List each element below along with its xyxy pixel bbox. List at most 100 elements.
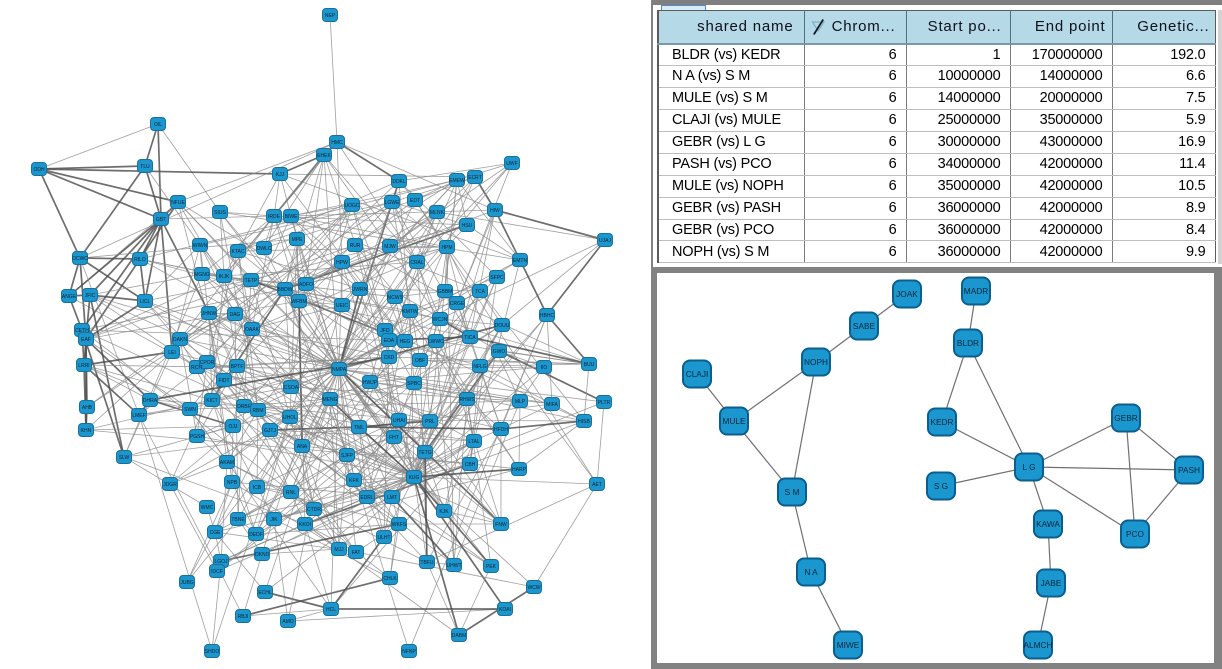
svg-text:MIFA: MIFA	[546, 402, 558, 408]
svg-text:UJAJ: UJAJ	[599, 238, 611, 244]
svg-text:ADFO: ADFO	[299, 282, 313, 288]
svg-text:EMEW: EMEW	[449, 178, 465, 184]
svg-text:TBNE: TBNE	[231, 517, 245, 523]
svg-text:TBFU: TBFU	[420, 560, 433, 566]
svg-text:EDA: EDA	[384, 338, 395, 344]
svg-text:HMC: HMC	[331, 140, 343, 146]
svg-text:EHEK: EHEK	[317, 153, 331, 159]
svg-text:LGOJ: LGOJ	[214, 559, 228, 565]
svg-text:LGWE: LGWE	[385, 200, 400, 206]
svg-text:KAWA: KAWA	[1036, 519, 1060, 529]
svg-text:KOAI: KOAI	[499, 607, 511, 613]
svg-text:MGNG: MGNG	[194, 272, 210, 278]
svg-text:SLW: SLW	[119, 455, 130, 461]
svg-text:EDRL: EDRL	[360, 495, 374, 501]
svg-text:GBBM: GBBM	[438, 289, 453, 295]
svg-text:UOGC: UOGC	[345, 203, 360, 209]
svg-text:KJJ: KJJ	[276, 172, 285, 178]
svg-text:LICL: LICL	[140, 299, 151, 305]
svg-text:CGE: CGE	[210, 530, 222, 536]
svg-text:JWRN: JWRN	[353, 287, 368, 293]
svg-text:KEDR: KEDR	[930, 417, 953, 427]
svg-text:MULE: MULE	[722, 416, 746, 426]
svg-text:PGSH: PGSH	[190, 434, 205, 440]
svg-text:NFUE: NFUE	[171, 200, 185, 206]
svg-text:KKOI: KKOI	[299, 522, 311, 528]
svg-text:CETH: CETH	[75, 328, 89, 334]
svg-text:L G: L G	[1022, 462, 1035, 472]
svg-text:DEDF: DEDF	[249, 532, 263, 538]
svg-text:RNL: RNL	[286, 490, 296, 496]
svg-text:S G: S G	[934, 481, 948, 491]
svg-text:JFIC: JFIC	[85, 293, 96, 299]
svg-text:PCO: PCO	[1126, 529, 1145, 539]
svg-text:NOPH: NOPH	[804, 357, 828, 367]
svg-text:HISB: HISB	[578, 419, 590, 425]
svg-text:GBT: GBT	[156, 217, 166, 223]
svg-text:HEG: HEG	[400, 339, 411, 345]
svg-text:HBHC: HBHC	[540, 313, 555, 319]
svg-text:KFK: KFK	[349, 478, 359, 484]
svg-text:PLTR: PLTR	[598, 400, 611, 406]
svg-text:SHDO: SHDO	[205, 649, 220, 655]
svg-text:NFLG: NFLG	[473, 364, 486, 370]
svg-text:IIO: IIO	[541, 365, 548, 371]
svg-text:MCWS: MCWS	[387, 295, 403, 301]
svg-text:ECHL: ECHL	[258, 590, 272, 596]
svg-text:SJFP: SJFP	[341, 453, 354, 459]
svg-text:AHB: AHB	[82, 405, 93, 411]
svg-text:UHAI: UHAI	[393, 418, 405, 424]
svg-text:NMPA: NMPA	[332, 367, 347, 373]
svg-text:WCJN: WCJN	[433, 317, 448, 323]
svg-text:HPM: HPM	[441, 245, 452, 251]
svg-text:RCIT: RCIT	[191, 365, 203, 371]
svg-text:ANGE: ANGE	[62, 294, 77, 300]
svg-text:UWF: UWF	[506, 161, 517, 167]
svg-text:MLP: MLP	[515, 399, 526, 405]
svg-text:DAKN: DAKN	[173, 337, 187, 343]
svg-text:CSOA: CSOA	[284, 385, 299, 391]
svg-text:HIW: HIW	[490, 208, 500, 214]
svg-text:LTAL: LTAL	[468, 439, 479, 445]
svg-text:BUU: BUU	[584, 362, 595, 368]
svg-text:FIDT: FIDT	[218, 378, 229, 384]
svg-text:UHOL: UHOL	[283, 415, 297, 421]
svg-text:IRDE: IRDE	[268, 214, 281, 220]
svg-text:WKFS: WKFS	[392, 522, 407, 528]
svg-text:JFD: JFD	[380, 328, 390, 334]
svg-text:LEI: LEI	[168, 350, 176, 356]
svg-text:FAT: FAT	[352, 550, 361, 556]
svg-text:CRGE: CRGE	[450, 301, 465, 307]
svg-text:NEP: NEP	[325, 13, 336, 19]
svg-text:DAG: DAG	[230, 312, 241, 318]
svg-text:SIUS: SIUS	[214, 210, 226, 216]
svg-text:ANA: ANA	[297, 444, 308, 450]
svg-text:CRAL: CRAL	[410, 260, 424, 266]
svg-text:DHRA: DHRA	[143, 398, 158, 404]
svg-text:ECRT: ECRT	[468, 175, 482, 181]
svg-text:PASH: PASH	[1178, 465, 1200, 475]
svg-text:CPOR: CPOR	[200, 360, 215, 366]
svg-text:MENG: MENG	[323, 397, 338, 403]
svg-text:HPW: HPW	[336, 260, 348, 266]
svg-text:LMEF: LMEF	[132, 413, 145, 419]
svg-text:MADR: MADR	[964, 286, 988, 296]
svg-text:BPTF: BPTF	[231, 364, 244, 370]
svg-text:RHWS: RHWS	[459, 397, 475, 403]
svg-text:CHLK: CHLK	[383, 576, 397, 582]
svg-text:GWO: GWO	[493, 349, 506, 355]
svg-text:OIL: OIL	[154, 122, 162, 128]
svg-text:RILO: RILO	[134, 257, 146, 263]
svg-text:KMTW: KMTW	[402, 309, 418, 315]
svg-text:EMTN: EMTN	[513, 258, 528, 264]
svg-text:OAAK: OAAK	[245, 327, 260, 333]
svg-text:KTAC: KTAC	[232, 249, 245, 255]
svg-text:LRRI: LRRI	[78, 363, 89, 369]
svg-text:CLAJI: CLAJI	[686, 369, 709, 379]
svg-text:JOAK: JOAK	[896, 289, 918, 299]
svg-text:GJTJ: GJTJ	[264, 428, 276, 434]
svg-text:JIK: JIK	[270, 517, 278, 523]
svg-text:HSU: HSU	[462, 223, 473, 229]
svg-text:JHNW: JHNW	[202, 311, 217, 317]
svg-text:OKND: OKND	[255, 552, 270, 558]
